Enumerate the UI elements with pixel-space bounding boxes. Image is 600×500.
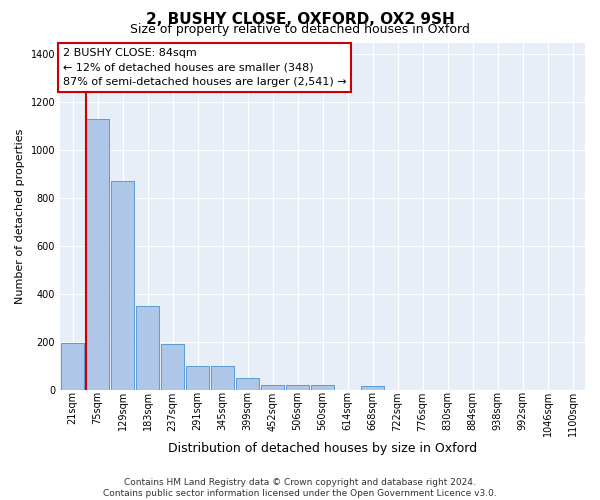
Text: Size of property relative to detached houses in Oxford: Size of property relative to detached ho…	[130, 22, 470, 36]
Bar	[110, 182, 134, 390]
Bar	[260, 384, 284, 390]
Text: Contains HM Land Registry data © Crown copyright and database right 2024.
Contai: Contains HM Land Registry data © Crown c…	[103, 478, 497, 498]
Bar	[185, 366, 209, 390]
Bar	[211, 366, 235, 390]
Bar	[311, 386, 334, 390]
X-axis label: Distribution of detached houses by size in Oxford: Distribution of detached houses by size …	[168, 442, 477, 455]
Bar	[286, 386, 310, 390]
Bar	[361, 386, 385, 390]
Text: 2 BUSHY CLOSE: 84sqm
← 12% of detached houses are smaller (348)
87% of semi-deta: 2 BUSHY CLOSE: 84sqm ← 12% of detached h…	[62, 48, 346, 88]
Bar	[86, 119, 109, 390]
Y-axis label: Number of detached properties: Number of detached properties	[15, 128, 25, 304]
Bar	[136, 306, 160, 390]
Bar	[236, 378, 259, 390]
Bar	[61, 343, 85, 390]
Bar	[161, 344, 184, 390]
Text: 2, BUSHY CLOSE, OXFORD, OX2 9SH: 2, BUSHY CLOSE, OXFORD, OX2 9SH	[146, 12, 454, 28]
